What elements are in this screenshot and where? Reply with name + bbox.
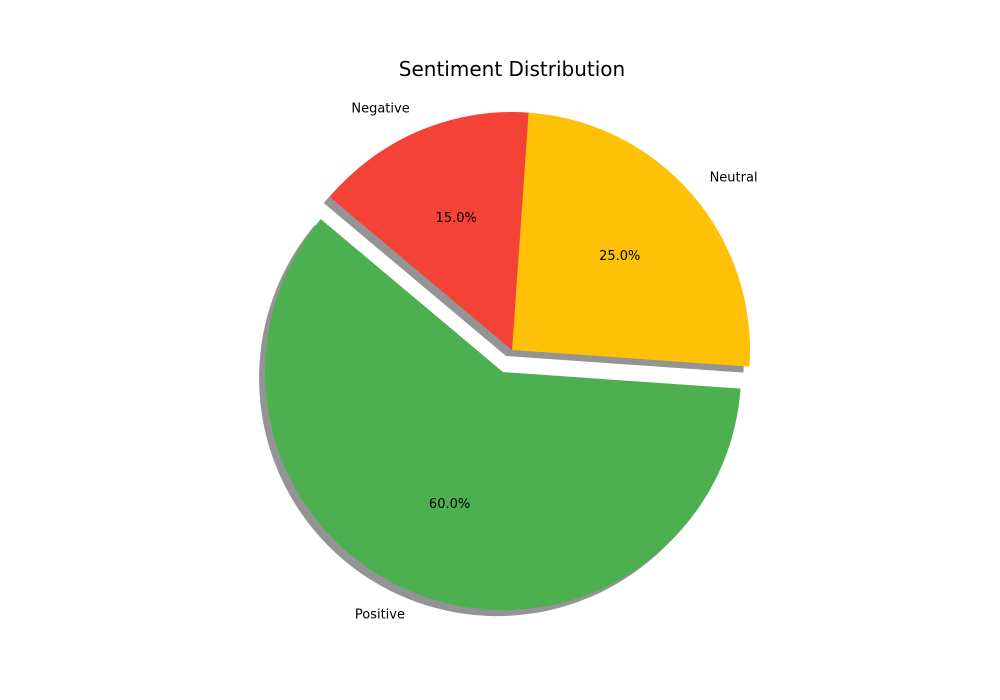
chart-title: Sentiment Distribution	[399, 57, 625, 81]
pie-slice-positive	[265, 219, 741, 611]
slice-percent-neutral: 25.0%	[599, 249, 640, 264]
pie-slice-negative	[329, 111, 529, 350]
label-layer: Positive 60.0% Neutral 25.0% Negative 15.0%	[351, 102, 757, 623]
slice-label-neutral: Neutral	[710, 171, 758, 186]
slice-label-negative: Negative	[351, 102, 409, 117]
slice-percent-negative: 15.0%	[436, 211, 477, 226]
slice-layer	[265, 111, 750, 611]
pie-slice-neutral	[512, 112, 750, 367]
slice-label-positive: Positive	[355, 607, 405, 622]
slice-percent-positive: 60.0%	[429, 497, 470, 512]
